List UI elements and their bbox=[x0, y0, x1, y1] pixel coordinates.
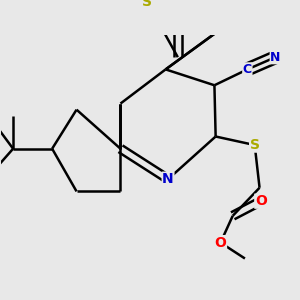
Text: C: C bbox=[243, 63, 252, 76]
Text: N: N bbox=[270, 51, 280, 64]
Text: S: S bbox=[142, 0, 152, 9]
Text: N: N bbox=[162, 172, 174, 186]
Text: O: O bbox=[214, 236, 226, 250]
Text: S: S bbox=[250, 138, 260, 152]
Text: O: O bbox=[255, 194, 267, 208]
